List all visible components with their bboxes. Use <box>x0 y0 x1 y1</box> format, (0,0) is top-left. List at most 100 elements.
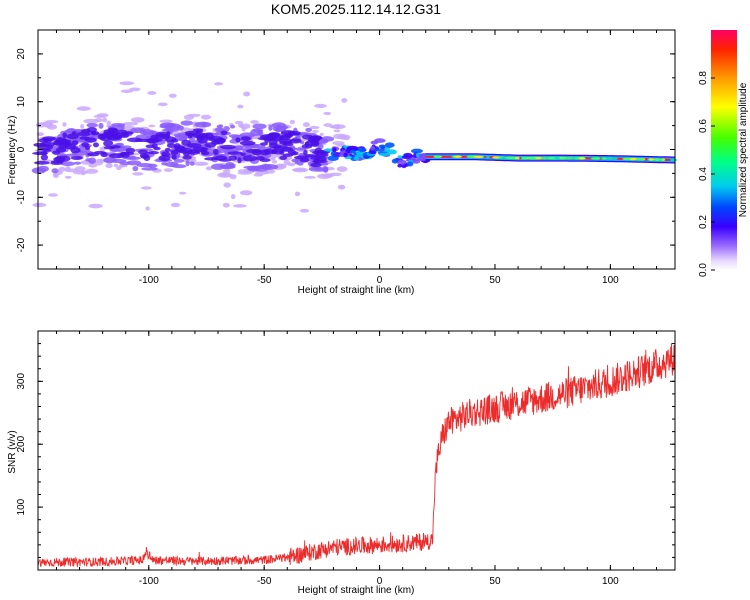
spectrogram-blob <box>319 132 324 137</box>
spectrogram-x-tick-label: 0 <box>377 275 383 286</box>
spectrogram-blob <box>168 93 177 98</box>
spectrogram-blob <box>235 137 241 143</box>
colorbar: 0.0 0.2 0.4 0.6 0.8 Normalized spectral ampl… <box>698 30 749 277</box>
snr-marks <box>37 343 676 568</box>
spectrogram-blob <box>237 157 242 164</box>
spectrogram-blob <box>103 140 114 147</box>
spectrogram-blob <box>346 145 359 152</box>
spectrogram-blob <box>126 137 143 143</box>
spectrogram-blob <box>229 174 237 180</box>
spectrogram-blob <box>323 123 333 127</box>
snr-y-tick-label: 200 <box>16 435 27 452</box>
spectrogram-blob <box>264 148 278 155</box>
spectrogram-blob <box>303 149 308 156</box>
spectrogram-blob <box>55 147 67 153</box>
spectrogram-blob <box>506 156 516 160</box>
spectrogram-blob <box>622 157 631 161</box>
spectrogram-blob <box>527 156 538 160</box>
spectrogram-blob <box>185 160 190 167</box>
spectrogram-blob <box>62 138 68 144</box>
spectrogram-blob <box>217 172 233 178</box>
spectrogram-blob <box>546 156 556 160</box>
spectrogram-blob <box>251 128 264 132</box>
spectrogram-blob <box>593 157 601 160</box>
spectrogram-blob <box>578 157 585 160</box>
spectrogram-blob <box>51 168 59 174</box>
spectrogram-blob <box>148 124 156 128</box>
spectrogram-blob <box>88 203 103 209</box>
spectrogram-blob <box>71 140 79 146</box>
spectrogram-blob <box>214 127 224 133</box>
spectrogram-blob <box>564 156 575 160</box>
spectrogram-blob <box>278 138 293 144</box>
spectrogram-blob <box>62 132 68 139</box>
spectrogram-blob <box>670 158 678 162</box>
spectrogram-blob <box>368 150 377 155</box>
spectrogram-blob <box>64 175 72 179</box>
spectrogram-blob <box>141 167 158 171</box>
spectrogram-blob <box>279 155 288 160</box>
spectrogram-blob <box>230 124 236 129</box>
spectrogram-blob <box>136 162 153 168</box>
spectrogram-blob <box>289 138 302 144</box>
spectrogram-blob <box>165 161 179 168</box>
spectrogram-blob <box>283 159 291 166</box>
spectrogram-blob <box>601 157 607 160</box>
spectrogram-blob <box>242 155 258 162</box>
spectrogram-blob <box>50 160 64 164</box>
spectrogram-blob <box>146 138 157 144</box>
spectrogram-blob <box>240 136 251 142</box>
spectrogram-blob <box>173 158 185 163</box>
spectrogram-blob <box>115 142 125 146</box>
spectrogram-blob <box>31 167 46 174</box>
spectrogram-blob <box>541 156 548 160</box>
spectrogram-blob <box>260 164 279 170</box>
spectrogram-blob <box>219 144 236 150</box>
spectrogram-blob <box>406 161 414 167</box>
spectrogram-blob <box>193 161 209 166</box>
spectrogram-blob <box>158 154 171 162</box>
spectrogram-blob <box>217 137 227 143</box>
spectrogram-blob <box>294 158 299 165</box>
spectrogram-blob <box>211 163 226 170</box>
spectrogram-blob <box>314 103 327 109</box>
spectrogram-blob <box>294 147 307 151</box>
spectrogram-blob <box>178 191 187 195</box>
spectrogram-blob <box>140 186 152 190</box>
spectrogram-blob <box>40 154 49 161</box>
spectrogram-blob <box>80 124 85 129</box>
spectrogram-blob <box>58 166 66 172</box>
spectrogram-blob <box>271 154 277 159</box>
spectrogram-blob <box>292 167 309 173</box>
spectrogram-blob <box>132 172 144 176</box>
spectrogram-blob <box>245 148 262 154</box>
snr-x-tick-label: -50 <box>257 576 272 587</box>
spectrogram-blob <box>234 120 244 125</box>
spectrogram-blob <box>373 148 386 152</box>
spectrogram-blob <box>276 124 281 128</box>
spectrogram-blob <box>122 131 127 136</box>
spectrogram-blob <box>514 156 520 160</box>
spectrogram-blob <box>378 144 386 149</box>
spectrogram-blob <box>272 160 278 164</box>
spectrogram-blob <box>186 143 202 148</box>
spectrogram-blob <box>102 117 108 123</box>
spectrogram-blob <box>386 149 397 155</box>
spectrogram-blob <box>378 152 391 157</box>
spectrogram-x-tick-label: -100 <box>139 275 159 286</box>
spectrogram-blob <box>161 151 171 157</box>
spectrogram-blob <box>259 142 269 146</box>
spectrogram-blob <box>397 155 403 159</box>
spectrogram-blob <box>337 184 346 190</box>
spectrogram-blob <box>330 151 336 156</box>
spectrogram-blob <box>268 124 273 131</box>
spectrogram-blob <box>255 156 265 161</box>
spectrogram-blob <box>246 167 257 171</box>
spectrogram-blob <box>220 164 236 169</box>
spectrogram-blob <box>173 145 185 150</box>
spectrogram-blob <box>313 150 329 156</box>
spectrogram-blob <box>312 129 319 133</box>
spectrogram-blob <box>42 148 52 152</box>
spectrogram-blob <box>94 118 104 123</box>
